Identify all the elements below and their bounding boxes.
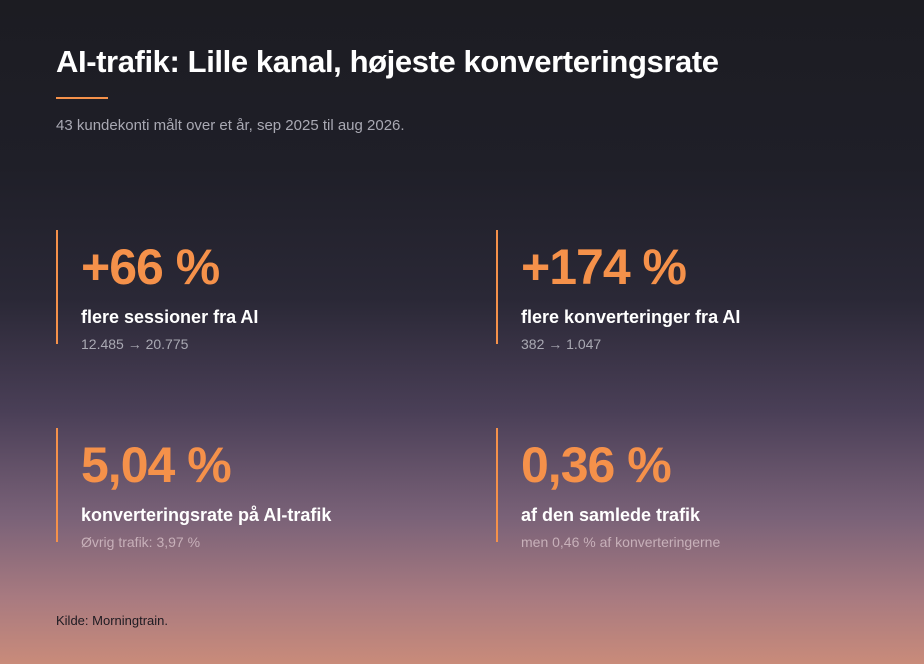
- stat-card-traffic-share: 0,36 % af den samlede trafik men 0,46 % …: [496, 428, 866, 550]
- stat-label: konverteringsrate på AI-trafik: [81, 505, 332, 525]
- stat-value: 5,04 %: [81, 437, 232, 493]
- stat-card-sessions: +66 % flere sessioner fra AI 12.485 → 20…: [56, 230, 426, 352]
- stat-label: flere konverteringer fra AI: [521, 307, 741, 327]
- stat-detail: Øvrig trafik: 3,97 %: [81, 534, 201, 550]
- stat-value: +66 %: [81, 239, 220, 295]
- stat-detail: 12.485 → 20.775: [81, 336, 189, 352]
- stat-label: flere sessioner fra AI: [81, 307, 259, 327]
- stat-card-conversion-rate: 5,04 % konverteringsrate på AI-trafik Øv…: [56, 428, 426, 550]
- stat-detail: 382 → 1.047: [521, 336, 602, 352]
- title-accent-divider: [56, 97, 108, 99]
- stat-value: +174 %: [521, 239, 687, 295]
- page-title: AI-trafik: Lille kanal, højeste konverte…: [56, 44, 719, 79]
- source-note: Kilde: Morningtrain.: [56, 613, 168, 628]
- stat-card-conversions: +174 % flere konverteringer fra AI 382 →…: [496, 230, 866, 352]
- stat-detail: men 0,46 % af konverteringerne: [521, 534, 721, 550]
- stat-value: 0,36 %: [521, 437, 672, 493]
- page-subtitle: 43 kundekonti målt over et år, sep 2025 …: [56, 117, 405, 134]
- stat-label: af den samlede trafik: [521, 505, 701, 525]
